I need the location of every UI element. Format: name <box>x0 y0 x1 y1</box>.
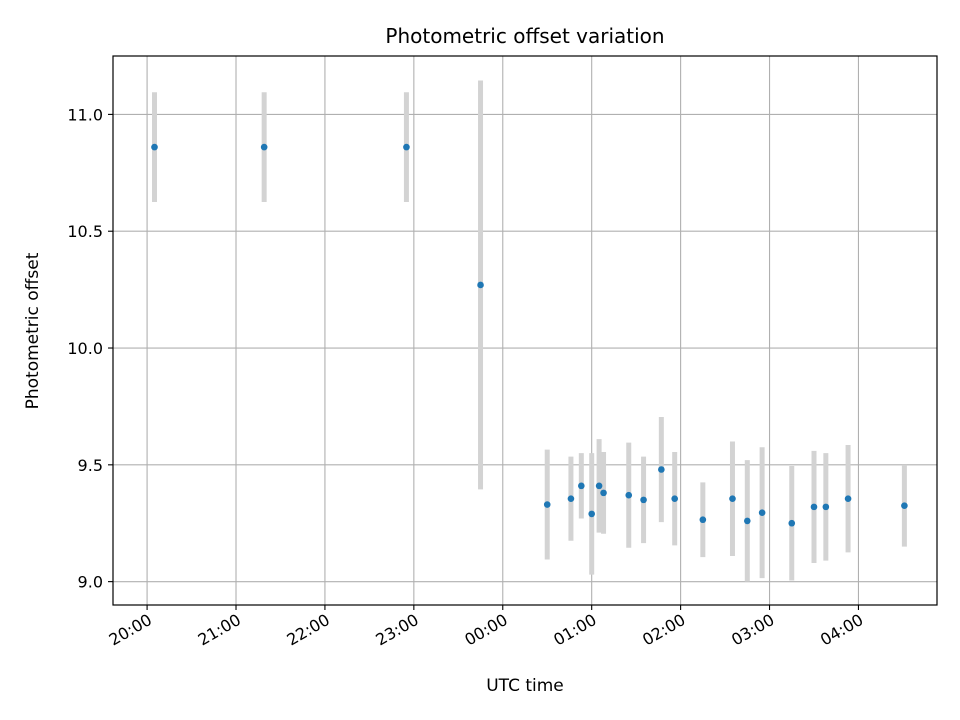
data-point <box>595 482 603 490</box>
data-point <box>260 143 268 151</box>
data-point <box>844 495 852 503</box>
data-point <box>588 510 595 518</box>
plot-frame <box>112 55 938 606</box>
data-point <box>403 143 410 151</box>
data-point <box>758 509 766 517</box>
grid <box>113 56 937 605</box>
data-point <box>658 466 665 473</box>
y-tick-label: 10.5 <box>67 222 103 241</box>
data-points <box>151 143 908 527</box>
chart-title: Photometric offset variation <box>385 24 664 48</box>
y-tick-label: 11.0 <box>67 105 103 124</box>
data-point <box>901 502 908 510</box>
data-point <box>788 519 796 527</box>
y-tick-label: 9.5 <box>78 456 103 475</box>
data-point <box>640 496 647 504</box>
data-point <box>543 501 551 508</box>
data-point <box>699 516 707 524</box>
y-tick-label: 10.0 <box>67 339 103 358</box>
x-axis-title: UTC time <box>486 676 564 696</box>
y-tick-label: 9.0 <box>78 573 103 592</box>
data-point <box>822 503 830 511</box>
data-point <box>578 482 585 490</box>
data-point <box>810 503 818 511</box>
data-point <box>477 281 484 289</box>
data-point <box>567 495 575 503</box>
data-point <box>671 495 678 503</box>
y-axis-title: Photometric offset <box>23 252 43 409</box>
data-point <box>729 495 736 503</box>
data-point <box>600 489 607 497</box>
data-point <box>625 491 633 499</box>
data-point <box>151 143 158 151</box>
data-point <box>744 517 751 525</box>
